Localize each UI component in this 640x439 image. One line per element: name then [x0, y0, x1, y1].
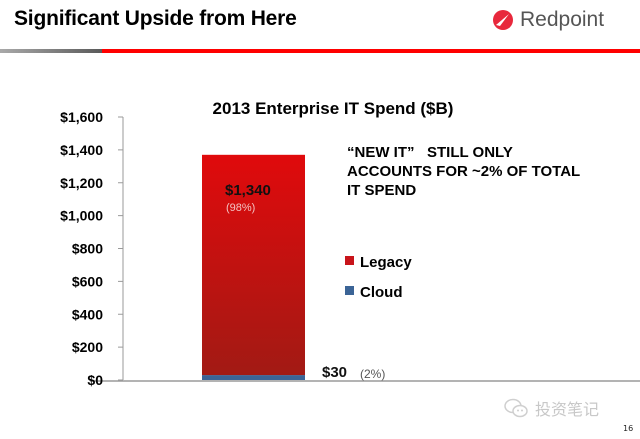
legend: Legacy Cloud	[345, 247, 412, 307]
y-tick-label: $1,600	[60, 109, 103, 125]
callout-text: “NEW IT” STILL ONLY ACCOUNTS FOR ~2% OF …	[347, 143, 580, 200]
data-label-cloud-pct: (2%)	[360, 367, 385, 381]
redpoint-logo-icon	[493, 10, 513, 30]
logo-text: Redpoint	[520, 8, 605, 31]
y-tick-label: $200	[72, 339, 103, 355]
legend-item-cloud: Cloud	[345, 277, 412, 307]
data-labels: $1,340 (98%) $30 (2%)	[225, 182, 385, 381]
data-label-legacy-value: $1,340	[225, 182, 271, 199]
divider-red-segment	[102, 49, 640, 53]
y-tick-label: $400	[72, 306, 103, 322]
y-tick-label: $1,400	[60, 142, 103, 158]
bar-legacy	[202, 154, 305, 376]
divider-grey-segment	[0, 49, 102, 53]
watermark: 投资笔记	[503, 396, 599, 420]
callout-line: “NEW IT” STILL ONLY	[347, 144, 513, 161]
redpoint-logo: Redpoint	[492, 8, 604, 32]
data-label-legacy-pct: (98%)	[226, 202, 255, 214]
y-tick-label: $600	[72, 273, 103, 289]
slide-title: Significant Upside from Here	[14, 7, 297, 30]
bars	[202, 154, 305, 380]
callout-line: IT SPEND	[347, 182, 417, 199]
page-number: 16	[623, 424, 634, 433]
legend-item-legacy: Legacy	[345, 247, 412, 277]
y-tick-label: $1,200	[60, 175, 103, 191]
bar-cloud	[202, 375, 305, 380]
y-tick-label: $1,000	[60, 208, 103, 224]
y-axis: $0 $200 $400 $600 $800 $1,000 $1,200 $1,400 $1,6…	[60, 109, 640, 388]
legend-swatch-cloud	[345, 285, 354, 295]
legend-label: Legacy	[360, 253, 412, 271]
chart-title: 2013 Enterprise IT Spend ($B)	[213, 99, 454, 118]
legend-swatch-legacy	[345, 255, 354, 265]
y-tick-label: $0	[87, 372, 103, 388]
legend-label: Cloud	[360, 283, 403, 301]
wechat-icon	[504, 398, 528, 418]
y-tick-label: $800	[72, 241, 103, 257]
watermark-text: 投资笔记	[535, 400, 600, 419]
data-label-cloud-value: $30	[322, 364, 347, 381]
title-divider	[0, 49, 640, 53]
callout-line: ACCOUNTS FOR ~2% OF TOTAL	[347, 163, 581, 180]
